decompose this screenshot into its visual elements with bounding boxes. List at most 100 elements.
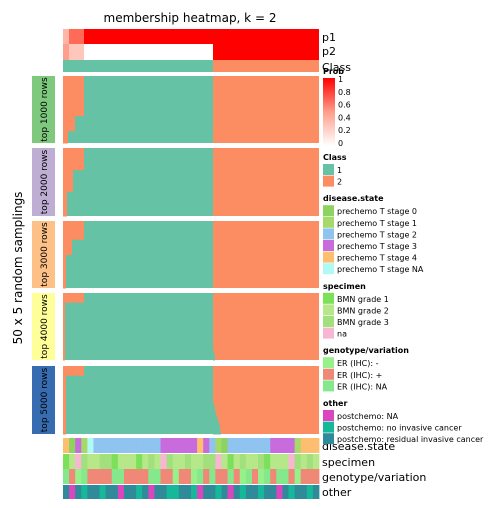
annotation-cell <box>166 454 174 469</box>
heatmap-cell <box>63 281 66 286</box>
heatmap-cell <box>213 412 216 416</box>
annotation-cell <box>203 469 210 484</box>
heatmap-cell <box>63 194 67 198</box>
annotation-cell <box>117 485 125 499</box>
annotation-cell <box>136 485 143 499</box>
heatmap-cell <box>63 427 66 432</box>
heatmap-block-class1 <box>63 366 213 434</box>
annotation-cell <box>227 438 235 453</box>
annotation-cell <box>191 438 198 453</box>
annotation-cell <box>63 438 70 453</box>
heatmap-cell <box>63 400 66 404</box>
annotation-cell <box>221 438 228 453</box>
legend-title: disease.state <box>323 194 384 203</box>
heatmap-cell <box>63 182 73 186</box>
annotation-cell <box>233 454 241 469</box>
annotation-cell <box>178 469 186 484</box>
heatmap-cell <box>213 409 215 413</box>
group-label-box <box>32 221 55 288</box>
legend-item-label: BMN grade 1 <box>337 295 389 304</box>
heatmap-cell <box>63 242 72 246</box>
heatmap-cell <box>63 163 84 168</box>
legend-item-label: ER (IHC): + <box>337 371 382 380</box>
prob-legend-title: Prob <box>323 67 344 76</box>
annotation-cell <box>99 454 107 469</box>
bottom-annotation-label: other <box>322 486 352 499</box>
legend-swatch <box>323 251 334 263</box>
heatmap-block-class1 <box>63 221 213 288</box>
heatmap-cell <box>63 278 66 283</box>
annotation-cell <box>276 469 283 484</box>
heatmap-cell <box>63 91 84 95</box>
annotation-cell <box>166 438 174 453</box>
annotation-cell <box>312 438 320 453</box>
heatmap-cell <box>63 302 65 306</box>
group-label-box <box>32 76 55 143</box>
annotation-cell <box>148 469 155 484</box>
annotation-cell <box>117 469 125 484</box>
heatmap-cell <box>63 305 65 309</box>
block-separator <box>63 364 319 366</box>
heatmap-cell <box>63 396 66 401</box>
annotation-cell <box>300 469 308 484</box>
annotation-cell <box>172 438 180 453</box>
chart-title: membership heatmap, k = 2 <box>104 11 277 25</box>
legend-swatch <box>323 175 334 187</box>
annotation-cell <box>306 485 314 499</box>
class-track-1 <box>63 60 213 72</box>
annotation-cell <box>172 485 180 499</box>
prob-tick-label: 0.4 <box>338 113 351 122</box>
legend-swatch <box>323 410 334 421</box>
annotation-cell <box>93 485 100 499</box>
heatmap-cell <box>63 157 84 161</box>
heatmap-cell <box>63 106 84 110</box>
annotation-cell <box>123 485 131 499</box>
annotation-cell <box>81 438 88 453</box>
legend-item-label: 1 <box>337 166 342 175</box>
heatmap-cell <box>63 230 84 234</box>
annotation-cell <box>111 469 119 484</box>
annotation-cell <box>227 485 235 499</box>
heatmap-cell <box>63 115 75 120</box>
heatmap-cell <box>63 317 65 321</box>
heatmap-cell <box>63 200 67 205</box>
heatmap-cell <box>63 430 66 435</box>
annotation-cell <box>63 454 70 469</box>
annotation-cell <box>87 469 94 484</box>
heatmap-block-class2 <box>213 76 319 143</box>
heatmap-cell <box>63 272 66 277</box>
annotation-cell <box>172 469 180 484</box>
heatmap-cell <box>63 178 73 183</box>
annotation-cell <box>203 454 210 469</box>
annotation-cell <box>93 438 100 453</box>
heatmap-cell <box>63 320 65 324</box>
annotation-cell <box>312 485 320 499</box>
legend-swatch <box>323 368 334 380</box>
annotation-cell <box>172 454 180 469</box>
heatmap-cell <box>63 118 75 123</box>
bottom-annotation-tracks: disease.state specimen genotype/variation o… <box>63 438 426 499</box>
heatmap-block-class2 <box>213 293 319 360</box>
annotation-cell <box>166 485 174 499</box>
heatmap-cell <box>63 148 84 152</box>
top-annotation-label: p1 <box>322 31 336 44</box>
annotation-cell <box>93 469 100 484</box>
heatmap-cell <box>213 421 219 426</box>
legend-swatch <box>323 316 334 327</box>
annotation-cell <box>160 454 168 469</box>
annotation-cell <box>239 454 247 469</box>
annotation-cell <box>215 469 222 484</box>
annotation-cell <box>245 485 253 499</box>
heatmap-cell <box>63 387 66 392</box>
heatmap-cell <box>63 130 68 135</box>
class-track-2 <box>213 60 319 72</box>
legend-panel: Prob10.80.60.40.20Class12disease.statepr… <box>323 67 484 445</box>
heatmap-cell <box>63 133 68 138</box>
annotation-cell <box>136 454 143 469</box>
annotation-cell <box>105 438 113 453</box>
annotation-cell <box>178 454 186 469</box>
annotation-cell <box>142 454 149 469</box>
heatmap-cell <box>213 350 214 355</box>
annotation-cell <box>75 485 82 499</box>
